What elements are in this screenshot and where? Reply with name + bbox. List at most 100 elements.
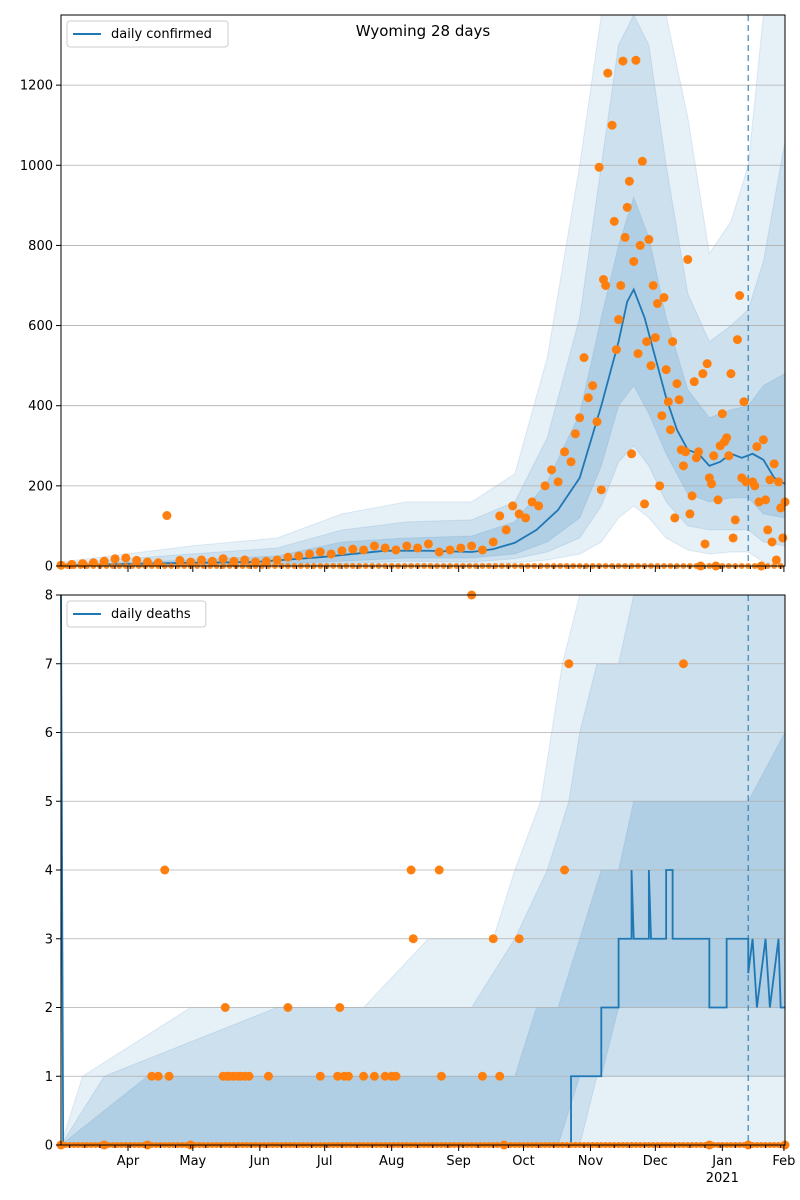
data-point [741, 477, 751, 487]
x-axis: Apr May Jun Jul Aug Sep Oct Nov Dec Jan 2021 Feb [69, 1145, 795, 1186]
data-point [240, 555, 250, 565]
legend: daily confirmed [66, 20, 229, 48]
data-point [767, 537, 777, 547]
data-point [635, 240, 645, 250]
data-point [153, 1071, 163, 1081]
data-point [488, 934, 498, 944]
data-point [540, 481, 550, 491]
data-point [620, 232, 630, 242]
data-point [583, 393, 593, 403]
y-tick-label: 600 [28, 319, 53, 334]
data-point [547, 465, 557, 475]
data-point [406, 865, 416, 875]
data-point [609, 216, 619, 226]
series-line [60, 594, 785, 1146]
data-point [698, 369, 708, 379]
data-point [315, 1071, 325, 1081]
data-point [670, 513, 680, 523]
data-point [633, 349, 643, 359]
data-point [521, 513, 531, 523]
x-tick-sublabel: 2021 [706, 1171, 739, 1186]
data-point [603, 68, 613, 78]
y-tick-label: 800 [28, 239, 53, 254]
data-point [413, 543, 423, 553]
data-point [594, 162, 604, 172]
x-tick-label: Oct [512, 1154, 534, 1169]
x-tick-label: Nov [578, 1154, 604, 1169]
data-point [624, 176, 634, 186]
data-point [467, 541, 477, 551]
data-point [477, 545, 487, 555]
data-point [674, 395, 684, 405]
data-point [700, 539, 710, 549]
data-point [774, 477, 784, 487]
data-point [758, 435, 768, 445]
data-point [333, 1071, 343, 1081]
legend-box [66, 600, 207, 628]
data-point [263, 1071, 273, 1081]
y-tick-label: 0 [45, 1139, 53, 1154]
x-tick-label: Sep [446, 1154, 471, 1169]
data-point [637, 156, 647, 166]
data-point [272, 555, 282, 565]
data-point [665, 425, 675, 435]
data-point [343, 1071, 353, 1081]
data-point [560, 447, 570, 457]
data-point [434, 547, 444, 557]
x-tick-label: May [179, 1154, 206, 1169]
data-point [575, 413, 585, 423]
legend: daily deaths [66, 600, 207, 628]
x-tick-label: Feb [772, 1154, 795, 1169]
data-point [110, 554, 120, 564]
data-point [588, 381, 598, 391]
y-tick-label: 2 [45, 1001, 53, 1016]
data-point [724, 451, 734, 461]
x-tick-label: Jun [249, 1154, 270, 1169]
y-axis: 0 200 400 600 800 1000 1200 [20, 79, 61, 575]
data-point [631, 55, 641, 65]
panel-daily-confirmed: 0 200 400 600 800 1000 1200 Wyoming 28 days da… [20, 13, 790, 575]
data-point [175, 555, 185, 565]
data-point [735, 291, 745, 301]
data-point [707, 479, 717, 489]
data-point [657, 411, 667, 421]
data-point [752, 442, 762, 452]
y-tick-label: 7 [45, 657, 53, 672]
data-point [778, 533, 788, 543]
data-point [164, 1071, 174, 1081]
y-tick-label: 3 [45, 932, 53, 947]
y-tick-label: 400 [28, 399, 53, 414]
data-point [570, 429, 580, 439]
data-point [121, 553, 131, 563]
data-point [717, 409, 727, 419]
data-point [761, 495, 771, 505]
data-point [611, 345, 621, 355]
data-point [739, 397, 749, 407]
data-point [160, 865, 170, 875]
data-point [132, 555, 142, 565]
data-point [652, 299, 662, 309]
data-point [579, 353, 589, 363]
data-point [644, 234, 654, 244]
data-point [614, 315, 624, 325]
data-point [456, 543, 466, 553]
data-point [488, 537, 498, 547]
data-point [722, 433, 732, 443]
y-tick-label: 0 [45, 560, 53, 575]
y-tick-label: 1200 [20, 79, 53, 94]
data-point [380, 1071, 390, 1081]
data-point [678, 659, 688, 669]
data-point [294, 551, 304, 561]
data-point [642, 337, 652, 347]
data-point [514, 934, 524, 944]
data-point [694, 447, 704, 457]
data-point [527, 497, 537, 507]
y-tick-label: 6 [45, 726, 53, 741]
data-point [369, 1071, 379, 1081]
data-point [683, 254, 693, 264]
legend-box [66, 20, 229, 48]
data-point [445, 545, 455, 555]
data-point [566, 457, 576, 467]
data-point [732, 335, 742, 345]
